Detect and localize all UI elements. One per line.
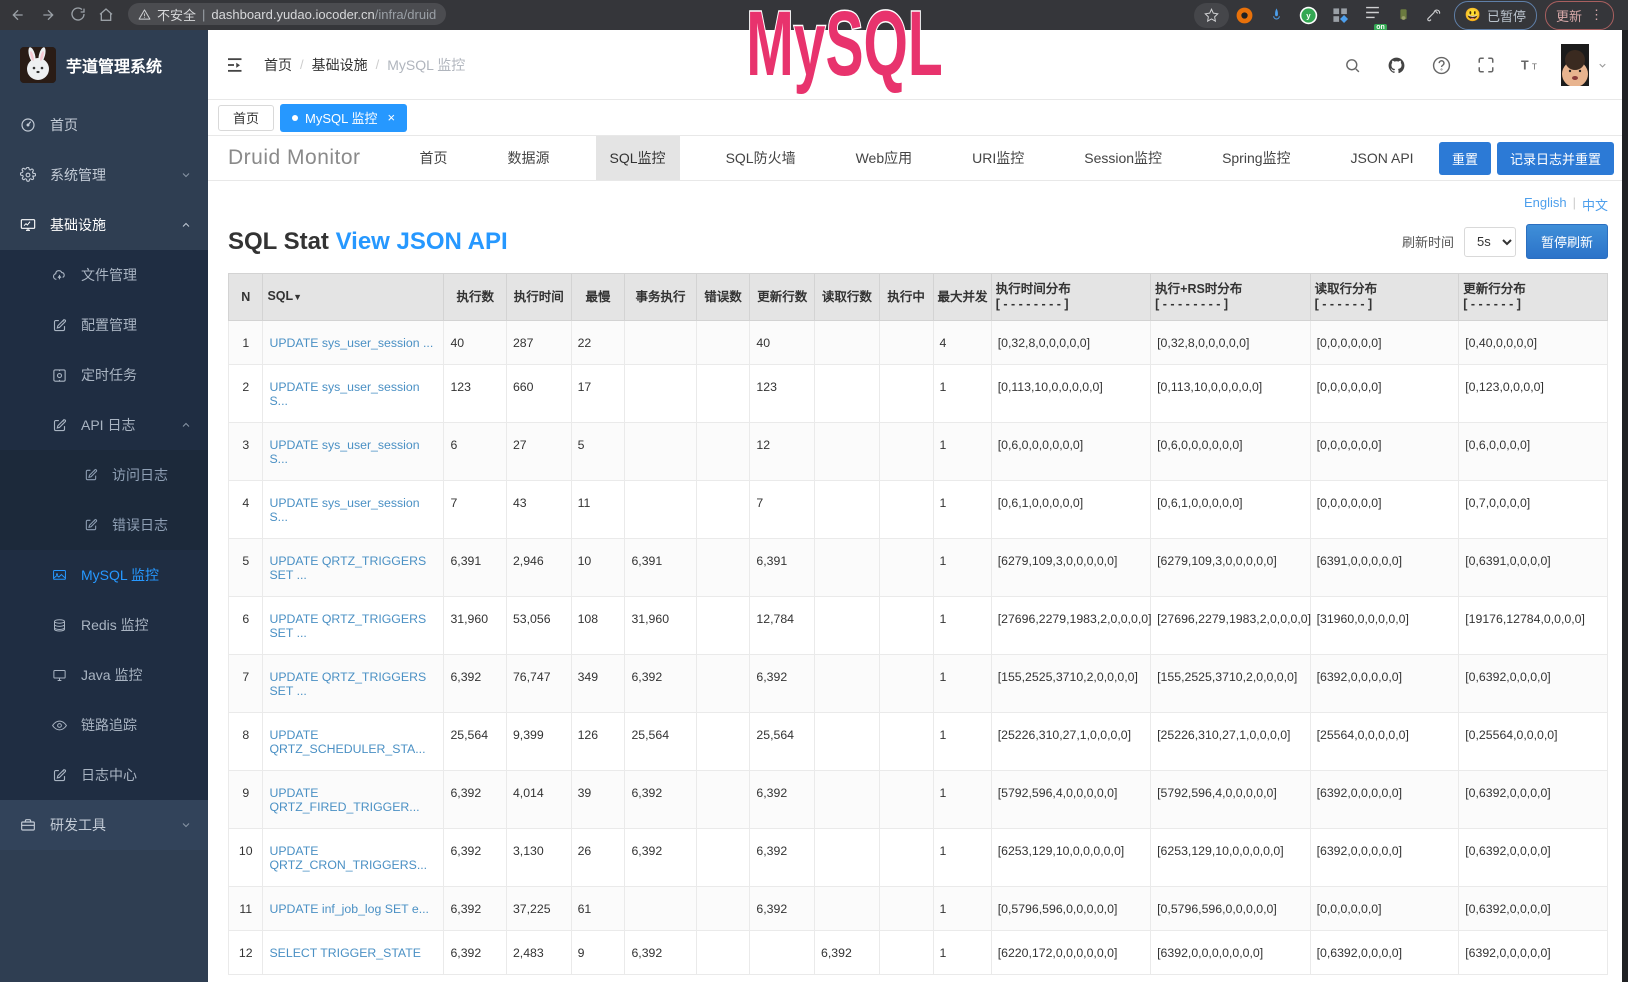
svg-text:T: T [1532, 61, 1537, 71]
svg-text:y: y [1306, 11, 1311, 20]
svg-text:T: T [1521, 58, 1529, 72]
